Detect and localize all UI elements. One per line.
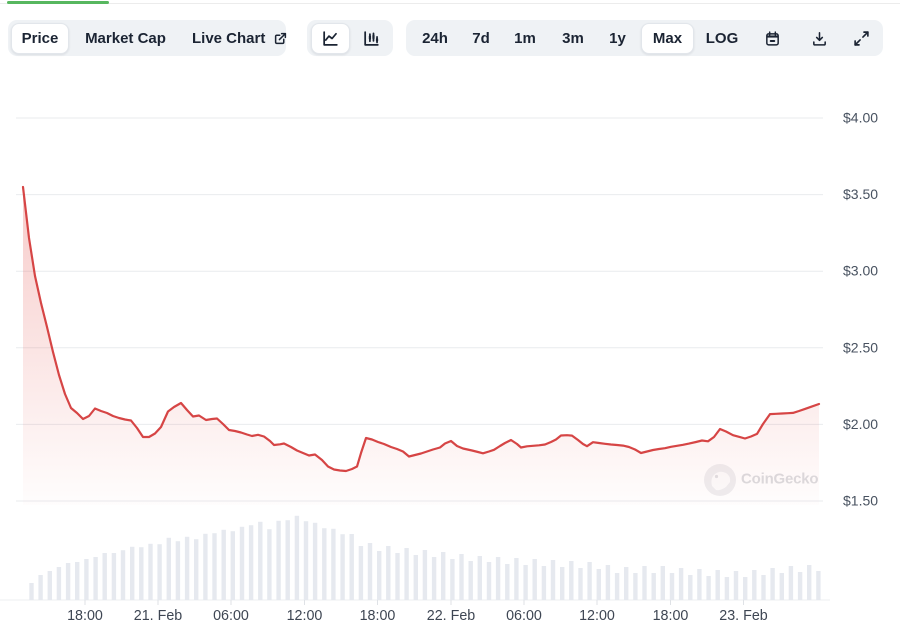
svg-text:$2.00: $2.00 xyxy=(843,416,878,432)
svg-text:$3.00: $3.00 xyxy=(843,263,878,279)
svg-text:$2.50: $2.50 xyxy=(843,339,878,355)
svg-text:18:00: 18:00 xyxy=(360,608,396,624)
svg-text:22. Feb: 22. Feb xyxy=(427,608,476,624)
svg-text:06:00: 06:00 xyxy=(506,608,542,624)
svg-text:$4.00: $4.00 xyxy=(843,110,878,126)
svg-text:18:00: 18:00 xyxy=(67,608,103,624)
svg-text:18:00: 18:00 xyxy=(653,608,689,624)
svg-text:$1.50: $1.50 xyxy=(843,493,878,509)
svg-text:06:00: 06:00 xyxy=(213,608,249,624)
svg-text:12:00: 12:00 xyxy=(287,608,323,624)
svg-text:12:00: 12:00 xyxy=(579,608,615,624)
svg-text:23. Feb: 23. Feb xyxy=(719,608,768,624)
svg-text:$3.50: $3.50 xyxy=(843,186,878,202)
svg-text:21. Feb: 21. Feb xyxy=(134,608,183,624)
